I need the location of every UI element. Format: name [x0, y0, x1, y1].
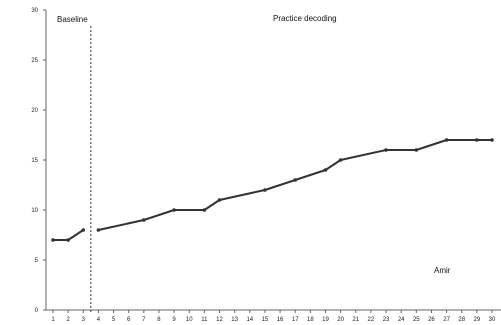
y-tick-label: 20 — [31, 108, 38, 114]
data-point — [66, 238, 70, 242]
x-tick-label: 14 — [246, 317, 253, 323]
phase-label-baseline: Baseline — [57, 15, 88, 24]
phase-label-practice-decoding: Practice decoding — [273, 14, 337, 23]
y-tick-label: 10 — [31, 208, 38, 214]
data-point — [338, 158, 343, 162]
y-tick-label: 0 — [35, 308, 39, 314]
x-tick-label: 4 — [97, 317, 101, 323]
y-tick-label: 5 — [35, 258, 39, 264]
x-tick-label: 15 — [262, 317, 269, 323]
x-tick-label: 28 — [458, 317, 465, 323]
participant-label: Amir — [434, 266, 451, 275]
x-tick-label: 29 — [474, 317, 481, 323]
series-line — [98, 139, 492, 231]
x-tick-label: 5 — [112, 317, 116, 323]
y-tick-label: 30 — [31, 8, 38, 14]
y-axis-ticks: 0 5 10 15 20 25 30 — [31, 8, 46, 314]
x-tick-label: 8 — [157, 317, 161, 323]
x-tick-label: 30 — [489, 317, 496, 323]
data-point — [81, 228, 86, 232]
data-point — [217, 198, 222, 202]
x-tick-label: 3 — [82, 317, 86, 323]
data-point — [384, 148, 388, 152]
x-tick-label: 9 — [172, 317, 176, 323]
data-point — [323, 168, 328, 172]
data-point — [475, 138, 479, 142]
data-series — [51, 138, 494, 242]
x-tick-label: 11 — [201, 317, 208, 323]
data-point — [444, 138, 449, 142]
data-point — [51, 238, 55, 242]
x-tick-label: 20 — [337, 317, 344, 323]
x-tick-label: 7 — [142, 317, 146, 323]
x-tick-label: 21 — [352, 317, 359, 323]
x-tick-label: 24 — [398, 317, 405, 323]
x-tick-label: 17 — [292, 317, 299, 323]
x-tick-label: 22 — [368, 317, 375, 323]
y-tick-label: 15 — [31, 158, 38, 164]
y-tick-label: 25 — [31, 58, 38, 64]
data-point — [414, 148, 419, 152]
data-point — [263, 188, 267, 192]
x-tick-label: 1 — [51, 317, 55, 323]
x-tick-label: 6 — [127, 317, 131, 323]
data-point — [142, 218, 146, 222]
x-tick-label: 19 — [322, 317, 329, 323]
data-point — [172, 208, 176, 212]
x-tick-label: 16 — [277, 317, 284, 323]
data-point — [96, 228, 101, 232]
x-tick-label: 23 — [383, 317, 390, 323]
x-tick-label: 27 — [443, 317, 450, 323]
x-axis-ticks: 1 2 3 4 5 6 7 8 9 10 11 12 13 14 15 16 17 18 19 20 21 22 23 24 2… — [51, 310, 496, 323]
x-tick-label: 10 — [186, 317, 193, 323]
x-tick-label: 18 — [307, 317, 314, 323]
data-point — [202, 208, 207, 212]
x-tick-label: 12 — [216, 317, 223, 323]
x-tick-label: 2 — [66, 317, 70, 323]
x-tick-label: 13 — [231, 317, 238, 323]
x-tick-label: 25 — [413, 317, 420, 323]
data-point — [490, 138, 494, 142]
data-point — [293, 178, 298, 182]
x-tick-label: 26 — [428, 317, 435, 323]
